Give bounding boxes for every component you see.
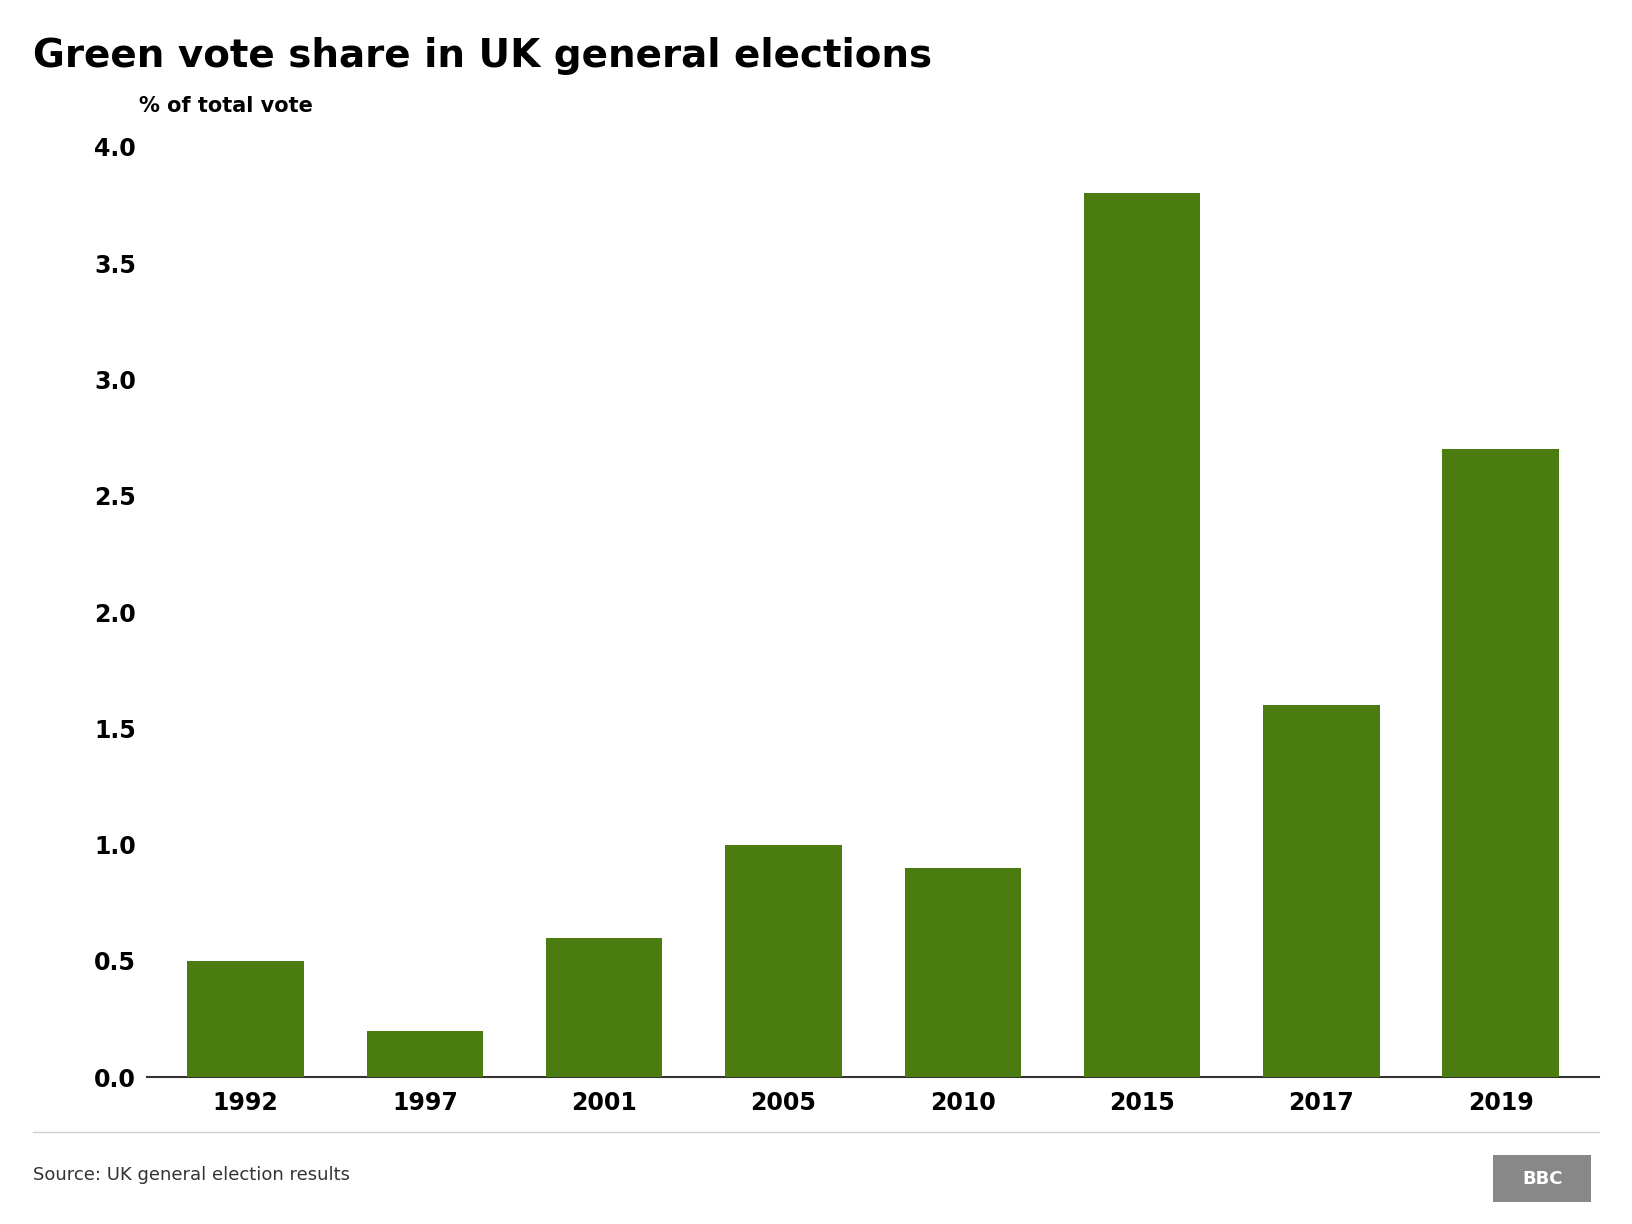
Bar [188,961,304,1077]
Bar [545,938,663,1077]
Bar [725,845,842,1077]
Bar [1263,705,1379,1077]
Text: Source: UK general election results: Source: UK general election results [33,1166,349,1184]
Text: % of total vote: % of total vote [139,97,313,116]
Bar [367,1031,483,1077]
Bar [1084,193,1201,1077]
Bar [1443,449,1559,1077]
Text: BBC: BBC [1523,1170,1562,1187]
Bar [904,868,1022,1077]
Text: Green vote share in UK general elections: Green vote share in UK general elections [33,37,932,75]
